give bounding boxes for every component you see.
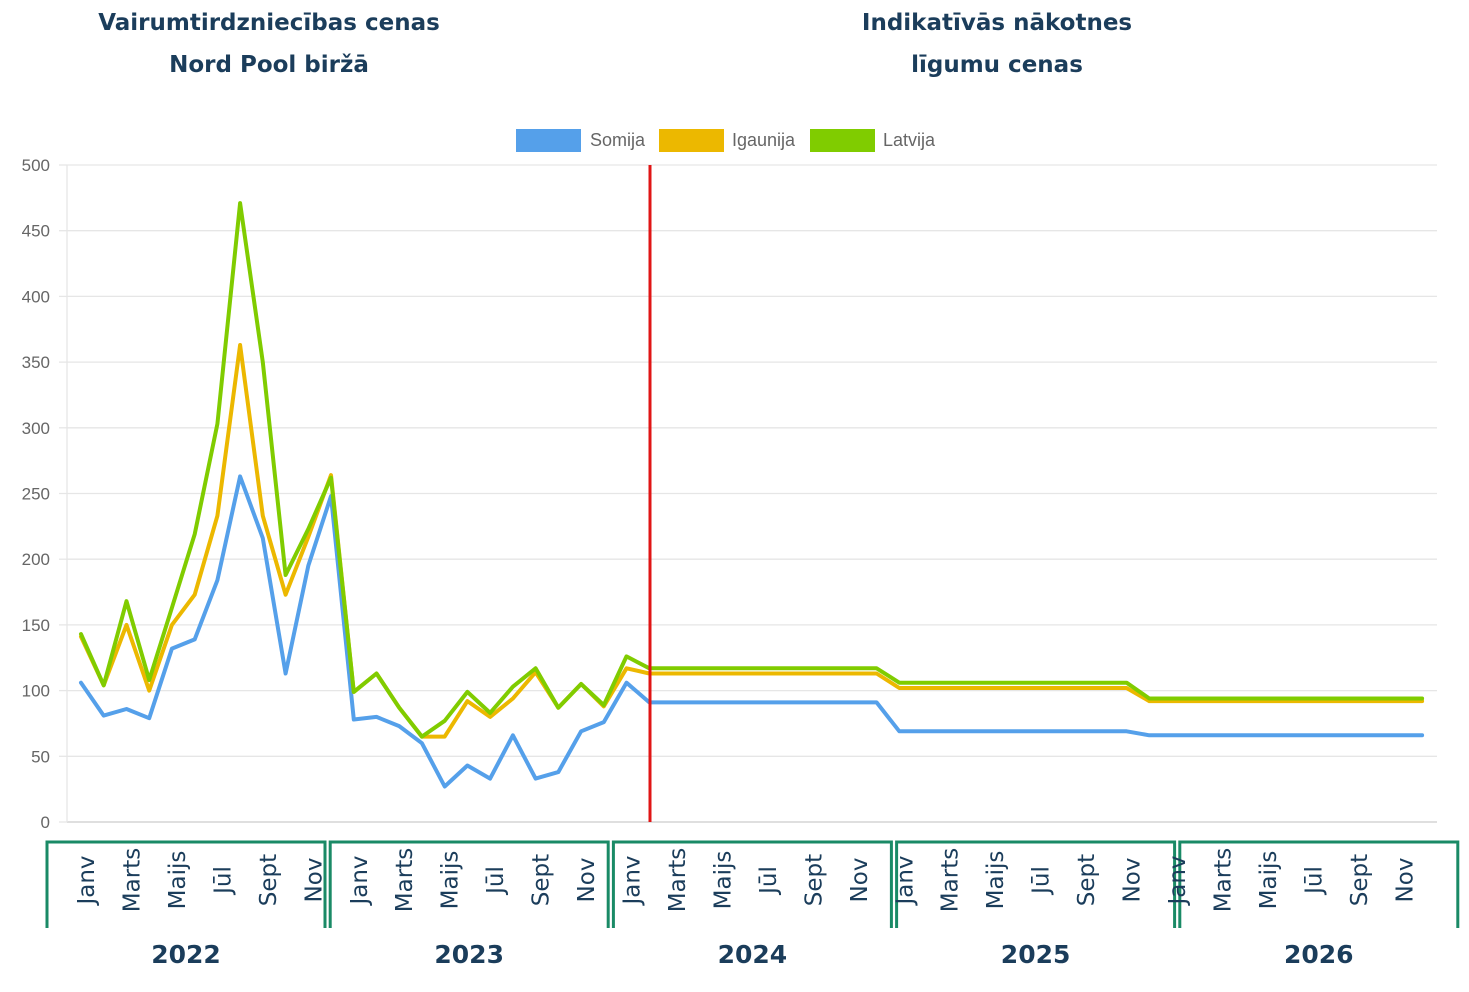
month-label-2023-5: Nov: [574, 858, 600, 903]
month-label-2025-1: Marts: [938, 848, 964, 912]
month-label-2022-0: Janv: [74, 855, 100, 906]
series-line-latvija: [79, 201, 1425, 739]
heading-left-line1: Vairumtirdzniecības cenas: [98, 10, 440, 36]
x-axis: Janv Marts Maijs Jūl Sept Nov 2022 Janv Marts Mai…: [45, 840, 1460, 969]
y-axis: 0 50 100 150 200 250 300 350 400 450 500: [22, 156, 50, 832]
month-label-2025-4: Sept: [1074, 854, 1100, 906]
ytick-label-500: 500: [22, 156, 50, 175]
series-line-igaunija: [79, 343, 1425, 739]
month-label-2022-5: Nov: [301, 858, 327, 903]
year-label-2022: 2022: [151, 940, 221, 969]
month-label-2023-0: Janv: [347, 855, 373, 906]
month-label-2023-3: Jūl: [483, 866, 509, 896]
year-box-2024: [611, 840, 893, 928]
month-label-2022-2: Maijs: [165, 851, 191, 910]
legend-label-somija: Somija: [590, 130, 646, 150]
month-label-2026-5: Nov: [1392, 858, 1418, 903]
series-lines: [79, 201, 1425, 789]
ytick-label-200: 200: [22, 550, 50, 569]
month-label-2022-1: Marts: [119, 848, 145, 912]
month-label-2026-3: Jūl: [1301, 866, 1327, 896]
year-box-2025: [895, 840, 1177, 928]
month-label-2023-1: Marts: [392, 848, 418, 912]
legend-swatch-somija: [516, 129, 581, 152]
month-label-2024-2: Maijs: [710, 851, 736, 910]
month-label-2026-1: Marts: [1211, 848, 1237, 912]
month-label-2025-3: Jūl: [1029, 866, 1055, 896]
ytick-label-0: 0: [41, 813, 50, 832]
heading-futures-prices: Indikatīvās nākotnes līgumu cenas: [797, 2, 1197, 86]
month-label-2024-5: Nov: [847, 858, 873, 903]
month-label-2022-3: Jūl: [210, 866, 236, 896]
heading-historical-prices: Vairumtirdzniecības cenas Nord Pool birž…: [69, 2, 469, 86]
year-label-2026: 2026: [1284, 940, 1354, 969]
ytick-label-150: 150: [22, 616, 50, 635]
month-label-2026-4: Sept: [1347, 854, 1373, 906]
month-label-2026-0: Janv: [1165, 855, 1191, 906]
year-box-2023: [328, 840, 610, 928]
year-label-2025: 2025: [1001, 940, 1071, 969]
year-label-2023: 2023: [434, 940, 504, 969]
month-label-2024-3: Jūl: [756, 866, 782, 896]
month-label-2026-2: Maijs: [1256, 851, 1282, 910]
heading-right-line1: Indikatīvās nākotnes: [861, 10, 1133, 36]
legend-swatch-igaunija: [659, 129, 724, 152]
ytick-label-300: 300: [22, 419, 50, 438]
legend: Somija Igaunija Latvija: [516, 129, 936, 152]
month-label-2022-4: Sept: [256, 854, 282, 906]
ytick-label-100: 100: [22, 682, 50, 701]
month-label-2023-2: Maijs: [438, 851, 464, 910]
legend-label-latvija: Latvija: [883, 130, 936, 150]
ytick-label-50: 50: [31, 747, 50, 766]
ytick-label-350: 350: [22, 353, 50, 372]
heading-left-line2: Nord Pool biržā: [169, 52, 369, 78]
month-label-2024-0: Janv: [620, 855, 646, 906]
year-label-2024: 2024: [718, 940, 788, 969]
ytick-label-450: 450: [22, 222, 50, 241]
month-label-2023-4: Sept: [529, 854, 555, 906]
ytick-label-400: 400: [22, 287, 50, 306]
grid-lines: [59, 164, 1437, 823]
legend-swatch-latvija: [810, 129, 875, 152]
heading-right-line2: līgumu cenas: [911, 52, 1083, 78]
month-label-2025-5: Nov: [1120, 858, 1146, 903]
year-box-2026: [1178, 840, 1460, 928]
year-box-2022: [45, 840, 327, 928]
legend-label-igaunija: Igaunija: [732, 130, 796, 150]
month-label-2024-4: Sept: [801, 854, 827, 906]
month-label-2025-0: Janv: [892, 855, 918, 906]
month-label-2025-2: Maijs: [983, 851, 1009, 910]
series-line-somija: [79, 474, 1425, 789]
ytick-label-250: 250: [22, 485, 50, 504]
month-label-2024-1: Marts: [665, 848, 691, 912]
